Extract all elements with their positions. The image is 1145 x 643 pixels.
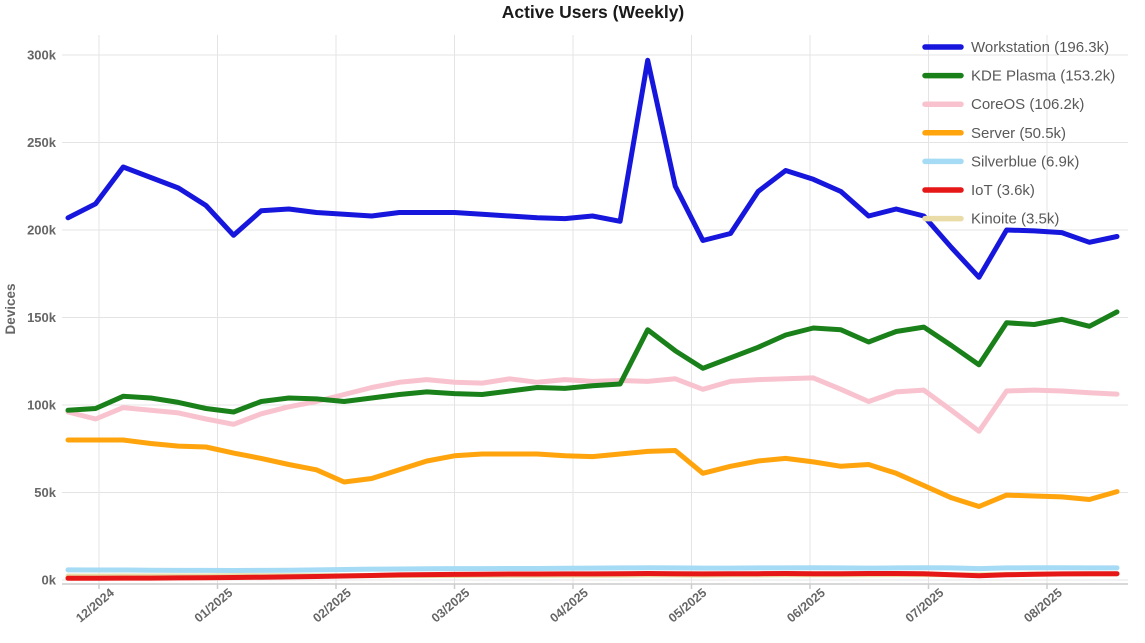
legend: Workstation (196.3k) KDE Plasma (153.2k) C… (922, 39, 1115, 228)
legend-label-workstation: Workstation (196.3k) (971, 39, 1109, 56)
y-tick-label-100k: 100k (27, 398, 57, 413)
legend-item-kde-plasma[interactable]: KDE Plasma (153.2k) (922, 68, 1115, 85)
series-line-workstation (65, 57, 1120, 280)
series-line-silverblue (65, 565, 1120, 573)
legend-label-coreos: CoreOS (106.2k) (971, 96, 1084, 113)
chart-title: Active Users (Weekly) (502, 2, 685, 22)
y-tick-labels: 0k 50k 100k 150k 200k 250k 300k (27, 48, 57, 588)
legend-item-iot[interactable]: IoT (3.6k) (922, 182, 1035, 199)
x-tick-label-02/2025: 02/2025 (310, 586, 354, 626)
x-tick-label-06/2025: 06/2025 (784, 586, 828, 626)
legend-label-kde-plasma: KDE Plasma (153.2k) (971, 68, 1115, 85)
legend-item-coreos[interactable]: CoreOS (106.2k) (922, 96, 1084, 113)
x-tick-label-07/2025: 07/2025 (903, 586, 947, 626)
x-tick-label-01/2025: 01/2025 (192, 586, 236, 626)
legend-label-kinoite: Kinoite (3.5k) (971, 211, 1059, 228)
x-tick-label-08/2025: 08/2025 (1021, 586, 1065, 626)
series-line-iot (65, 571, 1120, 581)
x-tick-label-03/2025: 03/2025 (429, 586, 473, 626)
y-tick-label-150k: 150k (27, 310, 57, 325)
x-tick-labels: 12/2024 01/2025 02/2025 03/2025 04/2025 05/20… (73, 586, 1065, 626)
y-axis-label: Devices (3, 283, 18, 334)
legend-item-silverblue[interactable]: Silverblue (6.9k) (922, 153, 1079, 170)
y-tick-label-300k: 300k (27, 48, 57, 63)
legend-label-iot: IoT (3.6k) (971, 182, 1035, 199)
series-line-kde-plasma (65, 309, 1120, 415)
axes (62, 583, 1128, 589)
legend-item-workstation[interactable]: Workstation (196.3k) (922, 39, 1109, 56)
series-line-coreos (65, 375, 1120, 434)
legend-item-kinoite[interactable]: Kinoite (3.5k) (922, 211, 1059, 228)
x-tick-label-12/2024: 12/2024 (73, 586, 117, 626)
y-tick-label-50k: 50k (34, 485, 56, 500)
legend-label-silverblue: Silverblue (6.9k) (971, 153, 1079, 170)
series-line-server (65, 437, 1120, 509)
legend-item-server[interactable]: Server (50.5k) (922, 125, 1066, 142)
series-lines (65, 57, 1120, 581)
y-tick-label-200k: 200k (27, 223, 57, 238)
x-tick-label-04/2025: 04/2025 (547, 586, 591, 626)
legend-label-server: Server (50.5k) (971, 125, 1066, 142)
y-tick-label-0k: 0k (42, 573, 57, 588)
gridlines (62, 35, 1128, 584)
x-tick-label-05/2025: 05/2025 (666, 586, 710, 626)
y-tick-label-250k: 250k (27, 135, 57, 150)
